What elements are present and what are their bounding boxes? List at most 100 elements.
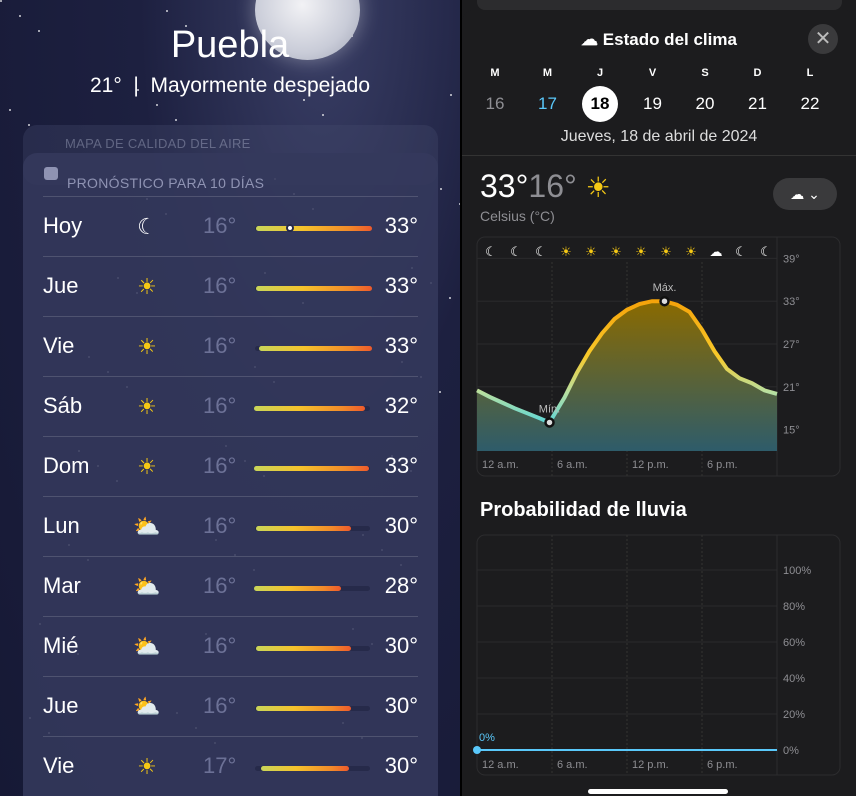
cloud-moon-icon: ☁ (710, 244, 723, 259)
x-tick-label: 6 a.m. (557, 459, 588, 471)
weather-detail-sheet: ☁ Estado del clima ✕ M 16 M 17 J 18 V 19 S 20 D 21 L… (462, 0, 856, 796)
temp-range-bar (255, 646, 370, 651)
x-tick-label: 12 a.m. (482, 759, 519, 771)
moon-icon: ☾ (760, 244, 772, 259)
moon-icon: ☾ (735, 244, 747, 259)
weather-main-view: Puebla 21° | Mayormente despejado MAPA D… (0, 0, 460, 796)
y-tick-label: 0% (783, 745, 799, 757)
star (175, 119, 177, 121)
temp-range-fill (260, 766, 350, 771)
calendar-icon (44, 167, 58, 180)
low-temp: 16° (203, 633, 237, 658)
day-label: Jue (43, 273, 79, 298)
city-name: Puebla (170, 24, 290, 66)
low-temp: 16° (203, 213, 237, 238)
forecast-row[interactable]: Vie ☀ 17° 30° (43, 736, 418, 796)
high-temp: 33° (384, 453, 418, 478)
high-temp: 30° (384, 513, 418, 538)
date-button[interactable]: 21 (748, 94, 767, 113)
high-temp: 32° (384, 393, 418, 418)
x-tick-label: 12 p.m. (632, 459, 669, 471)
temp-range-bar (255, 346, 372, 351)
forecast-row[interactable]: Jue ☀ 16° 33° (43, 256, 418, 316)
sun-icon: ☀ (137, 454, 157, 479)
star (303, 99, 305, 101)
sun-icon: ☀ (137, 274, 157, 299)
high-temp: 30° (384, 753, 418, 778)
y-tick-label: 27° (783, 339, 800, 351)
date-button[interactable]: 17 (538, 94, 557, 113)
ten-day-forecast-card[interactable]: PRONÓSTICO PARA 10 DÍAS Hoy ☾ 16° 33° Jue… (23, 153, 438, 796)
air-quality-label: MAPA DE CALIDAD DEL AIRE (65, 136, 251, 151)
temp-area (477, 301, 777, 451)
divider (462, 155, 856, 156)
sun-icon: ☀ (560, 244, 572, 259)
date-button[interactable]: 16 (485, 94, 505, 113)
forecast-row[interactable]: Mar ⛅ 16° 28° (43, 556, 418, 616)
high-low-temps: 33°16° ☀ (480, 168, 611, 205)
temp-line (476, 299, 778, 425)
temp-range-fill (256, 646, 352, 651)
day-label: Sáb (43, 393, 83, 418)
temp-range-fill (256, 226, 372, 231)
condition-selector-button[interactable]: ☁ ⌄ (773, 178, 837, 210)
day-label: Hoy (43, 213, 83, 238)
low-temp: 16° (203, 513, 237, 538)
low-temp: 17° (203, 753, 237, 778)
date-button[interactable]: 22 (800, 94, 820, 113)
condition-text: Mayormente despejado (150, 74, 371, 97)
selected-date-label: Jueves, 18 de abril de 2024 (560, 128, 758, 145)
temp-range-fill (256, 706, 352, 711)
date-button[interactable]: 19 (643, 94, 662, 113)
date-button[interactable]: 20 (695, 94, 715, 113)
forecast-row[interactable]: Hoy ☾ 16° 33° (43, 196, 418, 256)
extreme-label: Mín. (539, 403, 560, 415)
extreme-point (544, 417, 555, 428)
high-temp: 33° (384, 273, 418, 298)
star (459, 203, 460, 205)
forecast-row[interactable]: Lun ⛅ 16° 30° (43, 496, 418, 556)
y-tick-label: 60% (783, 637, 805, 649)
low-temp: 16° (203, 333, 237, 358)
home-indicator[interactable] (588, 789, 728, 794)
extreme-point (659, 295, 670, 307)
forecast-row[interactable]: Mié ⛅ 16° 30° (43, 616, 418, 676)
forecast-row[interactable]: Jue ⛅ 16° 30° (43, 676, 418, 736)
forecast-title: PRONÓSTICO PARA 10 DÍAS (67, 175, 265, 191)
forecast-row[interactable]: Vie ☀ 16° 33° (43, 316, 418, 376)
temp-range-bar (255, 526, 370, 531)
temp-range-fill (258, 346, 372, 351)
star (0, 0, 2, 2)
low-temp: 16° (528, 168, 577, 204)
sun-icon: ☀ (137, 394, 157, 419)
y-tick-label: 21° (783, 382, 800, 394)
close-icon: ✕ (814, 28, 832, 50)
rain-annotation: 0% (479, 732, 495, 744)
temp-range-fill (253, 466, 369, 471)
date-button[interactable]: 18 (582, 86, 618, 122)
charts: 39° 33° 27° 21° 15° 12 a.m. 6 a.m. 12 p.m. 6 p.m… (473, 236, 841, 776)
low-temp: 16° (203, 453, 237, 478)
close-button[interactable]: ✕ (808, 24, 838, 54)
x-tick-label: 6 a.m. (557, 759, 588, 771)
sun-icon: ☀ (137, 754, 157, 779)
sheet-title: ☁ Estado del clima (462, 30, 856, 50)
low-temp: 16° (203, 273, 237, 298)
star (137, 89, 139, 91)
day-label: Jue (43, 693, 79, 718)
weekday-label: J (596, 67, 604, 79)
forecast-row[interactable]: Sáb ☀ 16° 32° (43, 376, 418, 436)
sun-icon: ☀ (585, 172, 611, 203)
x-tick-label: 12 a.m. (482, 459, 519, 471)
x-tick-label: 12 p.m. (632, 759, 669, 771)
weekday-label: D (753, 67, 762, 79)
star (28, 124, 30, 126)
forecast-row[interactable]: Dom ☀ 16° 33° (43, 436, 418, 496)
low-temp: 16° (203, 693, 237, 718)
background-sheet-edge (477, 0, 842, 10)
y-tick-label: 80% (783, 601, 805, 613)
temp-range-bar (255, 766, 370, 771)
x-tick-label: 6 p.m. (707, 459, 738, 471)
cloud-sun-icon: ⛅ (133, 514, 161, 539)
high-temp: 33° (384, 213, 418, 238)
